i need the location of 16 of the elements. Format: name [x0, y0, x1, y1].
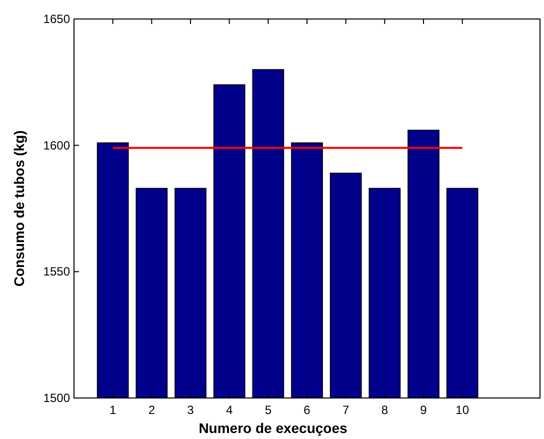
y-tick-label: 1500 [43, 391, 70, 405]
x-tick-label: 5 [264, 403, 272, 417]
x-tick-label: 7 [342, 403, 350, 417]
x-tick-label: 10 [456, 403, 470, 417]
y-tick-label: 1550 [43, 264, 70, 279]
x-tick-label: 3 [187, 403, 194, 417]
x-tick-label: 1 [109, 403, 116, 417]
y-tick-label: 1600 [43, 138, 70, 152]
x-axis-title: Numero de execuçoes [198, 420, 348, 436]
x-tick-label: 2 [148, 403, 156, 417]
y-tick-label: 1650 [43, 12, 70, 26]
x-tick-label: 9 [420, 403, 428, 417]
x-tick-label: 8 [381, 403, 388, 417]
x-tick-label: 6 [304, 403, 311, 417]
y-axis-title: Consumo de tubos (kg) [11, 130, 27, 287]
x-tick-label: 4 [226, 403, 233, 417]
